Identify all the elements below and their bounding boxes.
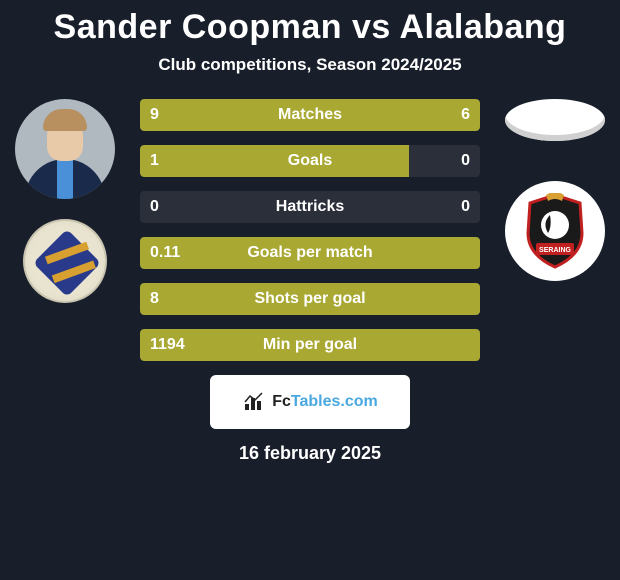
- stat-row: 8 Shots per goal: [140, 283, 480, 315]
- stat-label: Shots per goal: [254, 290, 365, 308]
- stat-left-value: 8: [150, 290, 159, 308]
- avatar-stripe: [57, 159, 73, 199]
- stat-right-value: 6: [461, 106, 470, 124]
- stat-row: 1 Goals 0: [140, 145, 480, 177]
- comparison-panel: 9 Matches 6 1 Goals 0 0 Hattricks 0 0.11 Goals per…: [0, 99, 620, 361]
- stat-fill-left: [140, 145, 409, 177]
- stat-fill-right: [344, 99, 480, 131]
- svg-text:SERAING: SERAING: [539, 247, 571, 254]
- club-badge-left: [23, 219, 107, 303]
- stat-right-value: 0: [461, 152, 470, 170]
- player1-avatar: [15, 99, 115, 199]
- stat-row: 1194 Min per goal: [140, 329, 480, 361]
- stat-left-value: 1: [150, 152, 159, 170]
- stat-label: Min per goal: [263, 336, 357, 354]
- stat-left-value: 9: [150, 106, 159, 124]
- stat-right-value: 0: [461, 198, 470, 216]
- stats-column: 9 Matches 6 1 Goals 0 0 Hattricks 0 0.11 Goals per…: [140, 99, 480, 361]
- logo-prefix: Fc: [272, 393, 291, 410]
- fctables-logo: FcTables.com: [210, 375, 410, 429]
- stat-left-value: 0.11: [150, 244, 180, 262]
- chart-icon: [242, 390, 266, 414]
- stat-row: 0 Hattricks 0: [140, 191, 480, 223]
- logo-suffix: Tables.com: [291, 393, 378, 410]
- club-badge-right: SERAING: [505, 181, 605, 281]
- infographic-root: Sander Coopman vs Alalabang Club competi…: [0, 0, 620, 580]
- shield-icon: SERAING: [522, 193, 588, 269]
- right-column: SERAING: [500, 99, 610, 281]
- stat-label: Goals per match: [247, 244, 372, 262]
- date-label: 16 february 2025: [0, 443, 620, 464]
- stat-label: Matches: [278, 106, 342, 124]
- page-title: Sander Coopman vs Alalabang: [0, 8, 620, 47]
- stat-label: Goals: [288, 152, 332, 170]
- stat-row: 9 Matches 6: [140, 99, 480, 131]
- stat-left-value: 0: [150, 198, 159, 216]
- stat-row: 0.11 Goals per match: [140, 237, 480, 269]
- left-column: [10, 99, 120, 303]
- stat-left-value: 1194: [150, 336, 185, 354]
- logo-text: FcTables.com: [272, 393, 378, 411]
- avatar-hair: [43, 109, 87, 131]
- subtitle: Club competitions, Season 2024/2025: [0, 55, 620, 75]
- player2-avatar-placeholder: [505, 99, 605, 141]
- stat-label: Hattricks: [276, 198, 344, 216]
